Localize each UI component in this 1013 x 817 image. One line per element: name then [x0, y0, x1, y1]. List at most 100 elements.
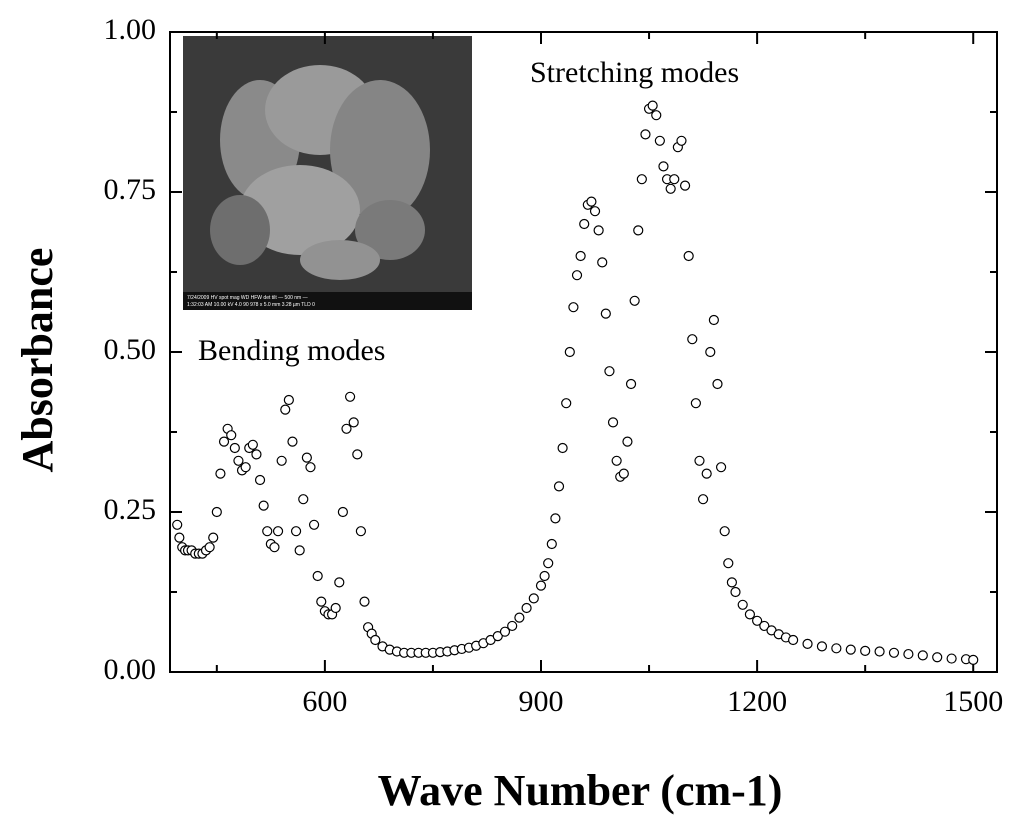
- data-point: [370, 634, 381, 646]
- data-point: [622, 436, 633, 447]
- data-point: [251, 449, 262, 460]
- data-point: [276, 455, 287, 466]
- x-tick-label: 1500: [943, 685, 1003, 718]
- inset-caption: 7/24/2009 HV spot mag WD HFW det tilt — …: [187, 295, 308, 301]
- data-point: [348, 417, 359, 428]
- data-point: [860, 645, 871, 656]
- data-point: [204, 542, 215, 553]
- data-point: [618, 468, 629, 479]
- data-point: [600, 308, 611, 319]
- data-point: [640, 129, 651, 140]
- data-point: [359, 596, 370, 607]
- data-point: [679, 180, 691, 191]
- data-point: [571, 270, 583, 281]
- data-point: [258, 500, 269, 511]
- data-point: [262, 526, 273, 537]
- data-point: [550, 513, 561, 524]
- data-point: [712, 378, 723, 390]
- data-point: [723, 558, 734, 569]
- data-point: [208, 532, 219, 543]
- data-point: [694, 455, 705, 466]
- data-point: [737, 599, 748, 610]
- data-point: [633, 225, 644, 236]
- annotation: Bending modes: [198, 334, 386, 367]
- data-point: [726, 577, 737, 588]
- data-point: [802, 638, 813, 649]
- data-point: [607, 417, 619, 428]
- data-point: [597, 257, 608, 268]
- data-point: [290, 526, 302, 537]
- data-point: [355, 526, 367, 537]
- data-point: [298, 494, 309, 505]
- data-point: [312, 570, 323, 582]
- data-point: [344, 391, 356, 402]
- data-point: [535, 580, 547, 591]
- data-point: [233, 455, 244, 466]
- data-point: [305, 462, 316, 473]
- data-point: [932, 652, 943, 663]
- data-point: [507, 620, 518, 632]
- y-tick-label: 1.00: [104, 13, 157, 46]
- data-point: [816, 641, 828, 652]
- data-point: [557, 442, 568, 454]
- data-point: [665, 183, 676, 194]
- data-point: [697, 494, 709, 505]
- data-point: [719, 526, 730, 537]
- data-point: [308, 519, 320, 530]
- data-point: [247, 439, 258, 450]
- data-point: [301, 452, 312, 463]
- data-point: [215, 468, 226, 479]
- data-point: [514, 612, 525, 623]
- y-axis-title: Absorbance: [13, 248, 62, 473]
- data-point: [744, 609, 756, 620]
- data-point: [874, 646, 885, 657]
- data-point: [888, 647, 900, 658]
- data-point: [564, 346, 575, 358]
- data-point: [759, 620, 770, 632]
- data-point: [845, 644, 856, 655]
- data-point: [715, 462, 727, 473]
- data-point: [294, 545, 305, 556]
- data-point: [229, 442, 240, 454]
- data-point: [705, 346, 716, 358]
- data-point: [611, 455, 622, 466]
- data-point: [687, 334, 698, 345]
- data-point: [211, 506, 222, 518]
- data-point: [625, 378, 637, 390]
- data-point: [287, 436, 298, 447]
- data-point: [968, 654, 979, 665]
- data-point: [337, 506, 348, 518]
- data-point: [226, 430, 237, 441]
- data-point: [553, 481, 565, 492]
- x-tick-label: 900: [518, 685, 563, 718]
- y-tick-label: 0.00: [104, 653, 157, 686]
- data-point: [341, 423, 352, 434]
- y-tick-label: 0.50: [104, 333, 157, 366]
- data-point: [708, 314, 719, 326]
- x-tick-label: 600: [302, 685, 347, 718]
- data-point: [946, 653, 957, 664]
- data-point: [334, 577, 345, 588]
- data-point: [683, 250, 694, 262]
- data-point: [701, 468, 712, 479]
- data-point: [579, 218, 590, 230]
- data-point: [283, 394, 294, 406]
- data-point: [280, 404, 291, 415]
- data-point: [917, 650, 928, 661]
- data-point: [269, 542, 280, 553]
- data-point: [658, 161, 669, 172]
- data-point: [539, 570, 550, 582]
- x-tick-label: 1200: [727, 685, 787, 718]
- data-point: [654, 135, 665, 146]
- data-point: [690, 398, 701, 409]
- data-point: [651, 110, 662, 121]
- data-point: [788, 634, 799, 646]
- data-point: [254, 474, 266, 486]
- data-point: [730, 586, 741, 598]
- data-point: [636, 174, 647, 185]
- inset-caption: 1:32:03 AM 10.00 kV 4.0 90 978 x 5.0 mm …: [187, 302, 315, 308]
- data-point: [240, 462, 251, 473]
- y-tick-label: 0.25: [104, 493, 157, 526]
- data-point: [629, 295, 640, 306]
